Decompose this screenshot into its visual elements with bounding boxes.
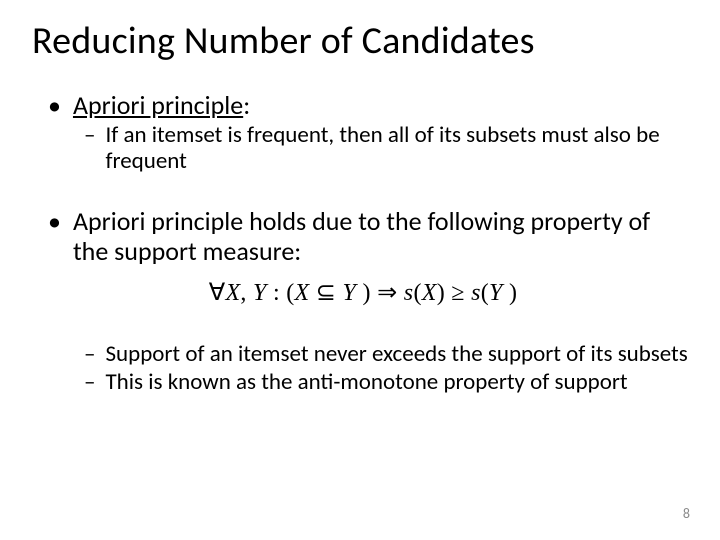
- page-number: 8: [683, 505, 690, 522]
- slide-body: • Apriori principle: – If an itemset is …: [32, 90, 688, 395]
- bullet-dash-icon: –: [84, 122, 95, 174]
- spacer: [38, 176, 688, 206]
- bullet-dash-icon: –: [84, 369, 95, 395]
- spacer: [38, 323, 688, 341]
- bullet-support-property: • Apriori principle holds due to the fol…: [38, 206, 688, 266]
- bullet-dash-icon: –: [84, 341, 95, 367]
- bullet-support-never-exceeds: – Support of an itemset never exceeds th…: [84, 341, 688, 367]
- bullet-text: Apriori principle holds due to the follo…: [73, 206, 688, 266]
- bullet-dot-icon: •: [48, 206, 61, 266]
- slide-frame: Reducing Number of Candidates • Apriori …: [0, 0, 720, 540]
- bullet-anti-monotone: – This is known as the anti-monotone pro…: [84, 369, 688, 395]
- bullet-underline: Apriori principle: [73, 89, 243, 121]
- bullet-text: This is known as the anti-monotone prope…: [105, 369, 627, 395]
- bullet-dot-icon: •: [48, 90, 61, 120]
- formula-container: ∀X, Y : (X ⊆ Y ) ⇒ s(X) ≥ s(Y ): [38, 278, 688, 307]
- bullet-text: Support of an itemset never exceeds the …: [105, 341, 687, 367]
- bullet-text: Apriori principle:: [73, 90, 250, 120]
- formula: ∀X, Y : (X ⊆ Y ) ⇒ s(X) ≥ s(Y ): [209, 278, 518, 307]
- bullet-apriori-principle: • Apriori principle:: [38, 90, 688, 120]
- slide-title: Reducing Number of Candidates: [32, 18, 688, 64]
- bullet-suffix: :: [243, 89, 250, 121]
- bullet-text: If an itemset is frequent, then all of i…: [105, 122, 688, 174]
- bullet-subsets-frequent: – If an itemset is frequent, then all of…: [84, 122, 688, 174]
